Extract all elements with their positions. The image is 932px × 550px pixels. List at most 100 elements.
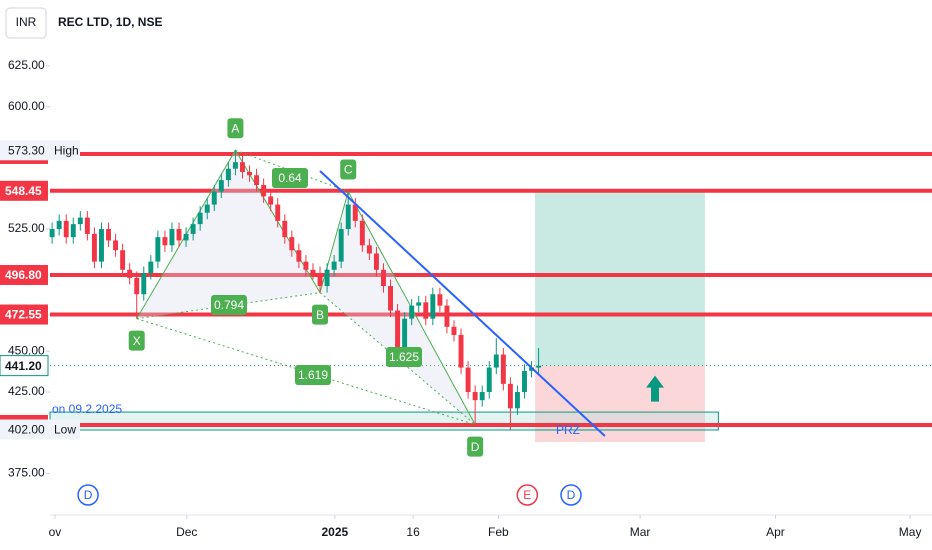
candle-body bbox=[437, 294, 443, 306]
ratio-badge bbox=[211, 295, 247, 315]
candle-body bbox=[84, 217, 90, 234]
event-label: D bbox=[567, 488, 576, 502]
profit-zone bbox=[535, 190, 705, 366]
candle-body bbox=[113, 240, 119, 251]
candle-body bbox=[197, 212, 203, 225]
ratio-badge bbox=[272, 168, 308, 188]
candle-body bbox=[352, 204, 358, 221]
candle-body bbox=[338, 229, 344, 262]
candle-body bbox=[218, 180, 224, 192]
last-price-label: 441.20 bbox=[5, 359, 42, 373]
candle-body bbox=[522, 370, 527, 393]
candle-body bbox=[493, 354, 499, 368]
candle-body bbox=[261, 185, 267, 197]
marker-box bbox=[0, 140, 80, 161]
candle-body bbox=[423, 302, 429, 319]
candle-body bbox=[169, 229, 175, 246]
candle-body bbox=[402, 318, 408, 352]
candle-body bbox=[359, 220, 365, 246]
marker-box bbox=[0, 419, 80, 440]
candle-body bbox=[63, 220, 69, 238]
event-marker[interactable] bbox=[77, 484, 99, 506]
candle-body bbox=[395, 310, 401, 352]
candle-body bbox=[416, 302, 422, 306]
y-tick-label: 375.00 bbox=[8, 466, 45, 480]
candle-body bbox=[240, 162, 245, 172]
candle-body bbox=[70, 224, 76, 238]
x-tick-label: Dec bbox=[176, 525, 197, 539]
candle-body bbox=[254, 175, 260, 186]
candle-body bbox=[106, 229, 111, 241]
candle-body bbox=[120, 250, 126, 270]
candle-body bbox=[536, 365, 542, 368]
candle-body bbox=[49, 229, 55, 238]
candle-body bbox=[381, 269, 386, 287]
candle-body bbox=[282, 220, 288, 238]
currency-box[interactable] bbox=[5, 7, 47, 39]
candle-body bbox=[507, 383, 513, 409]
event-marker[interactable] bbox=[560, 484, 582, 506]
y-tick-label: 525.00 bbox=[8, 221, 45, 235]
candle-body bbox=[458, 334, 464, 368]
pattern-point-badge bbox=[128, 330, 145, 351]
candle-body bbox=[134, 277, 140, 295]
x-tick-label: ov bbox=[49, 525, 62, 539]
candle-body bbox=[296, 250, 302, 262]
up-arrow bbox=[646, 375, 665, 402]
candle-body bbox=[317, 273, 323, 287]
marker-text: High bbox=[54, 143, 79, 157]
pattern-point-label: C bbox=[344, 163, 353, 177]
candle-body bbox=[472, 392, 478, 401]
candle-body bbox=[303, 261, 309, 270]
candle-body bbox=[141, 273, 147, 295]
y-tick-label: 600.00 bbox=[8, 99, 45, 113]
y-tick-label: 425.00 bbox=[8, 384, 45, 398]
level-label: 496.80 bbox=[5, 268, 42, 282]
pattern-ratio-line bbox=[136, 292, 321, 320]
pattern-ratio-line bbox=[136, 318, 476, 426]
x-tick-label: Apr bbox=[766, 525, 785, 539]
pattern-point-label: D bbox=[471, 440, 480, 454]
ratio-badge bbox=[295, 365, 331, 385]
candle-body bbox=[127, 269, 133, 278]
candle-body bbox=[366, 245, 372, 254]
candle-body bbox=[486, 367, 492, 393]
pattern-point-badge bbox=[312, 304, 329, 325]
currency[interactable]: INR bbox=[16, 15, 37, 29]
pattern-point-badge bbox=[340, 159, 357, 180]
ratio-label: 0.794 bbox=[214, 298, 244, 312]
candle-body bbox=[204, 204, 210, 213]
candle-body bbox=[373, 253, 379, 270]
candle-body bbox=[211, 191, 217, 205]
pattern-point-badge bbox=[227, 118, 244, 139]
pattern-point-label: X bbox=[133, 334, 141, 348]
candle-body bbox=[479, 392, 485, 401]
candle-body bbox=[444, 305, 450, 327]
pattern-point-label: A bbox=[231, 121, 239, 135]
event-marker[interactable] bbox=[516, 484, 539, 506]
candle-body bbox=[345, 204, 351, 230]
loss-zone bbox=[535, 365, 705, 443]
labels: X A B C D 0.64 0.794 1.619 1.625 PRZ on 09.2.2025 D… bbox=[0, 58, 921, 539]
candle-body bbox=[514, 392, 520, 409]
candle-body bbox=[289, 237, 295, 251]
symbol-title: REC LTD, 1D, NSE bbox=[58, 15, 162, 29]
candle-body bbox=[430, 294, 436, 319]
level-label-box bbox=[0, 304, 48, 325]
y-tick-label: 450.00 bbox=[8, 343, 45, 357]
x-tick-label: May bbox=[899, 525, 922, 539]
x-tick-label: Mar bbox=[630, 525, 651, 539]
candle-body bbox=[268, 196, 274, 205]
candle-body bbox=[529, 367, 535, 371]
level-label-box bbox=[0, 264, 48, 285]
candle-body bbox=[310, 269, 316, 274]
candle-body bbox=[155, 237, 161, 262]
candle-body bbox=[225, 168, 231, 181]
level-label-box bbox=[0, 180, 48, 201]
ratio-label: 1.625 bbox=[389, 350, 419, 364]
pattern-fill bbox=[136, 150, 321, 319]
ratio-label: 1.619 bbox=[298, 368, 328, 382]
candle-body bbox=[77, 217, 83, 225]
x-tick-label: 2025 bbox=[321, 525, 348, 539]
